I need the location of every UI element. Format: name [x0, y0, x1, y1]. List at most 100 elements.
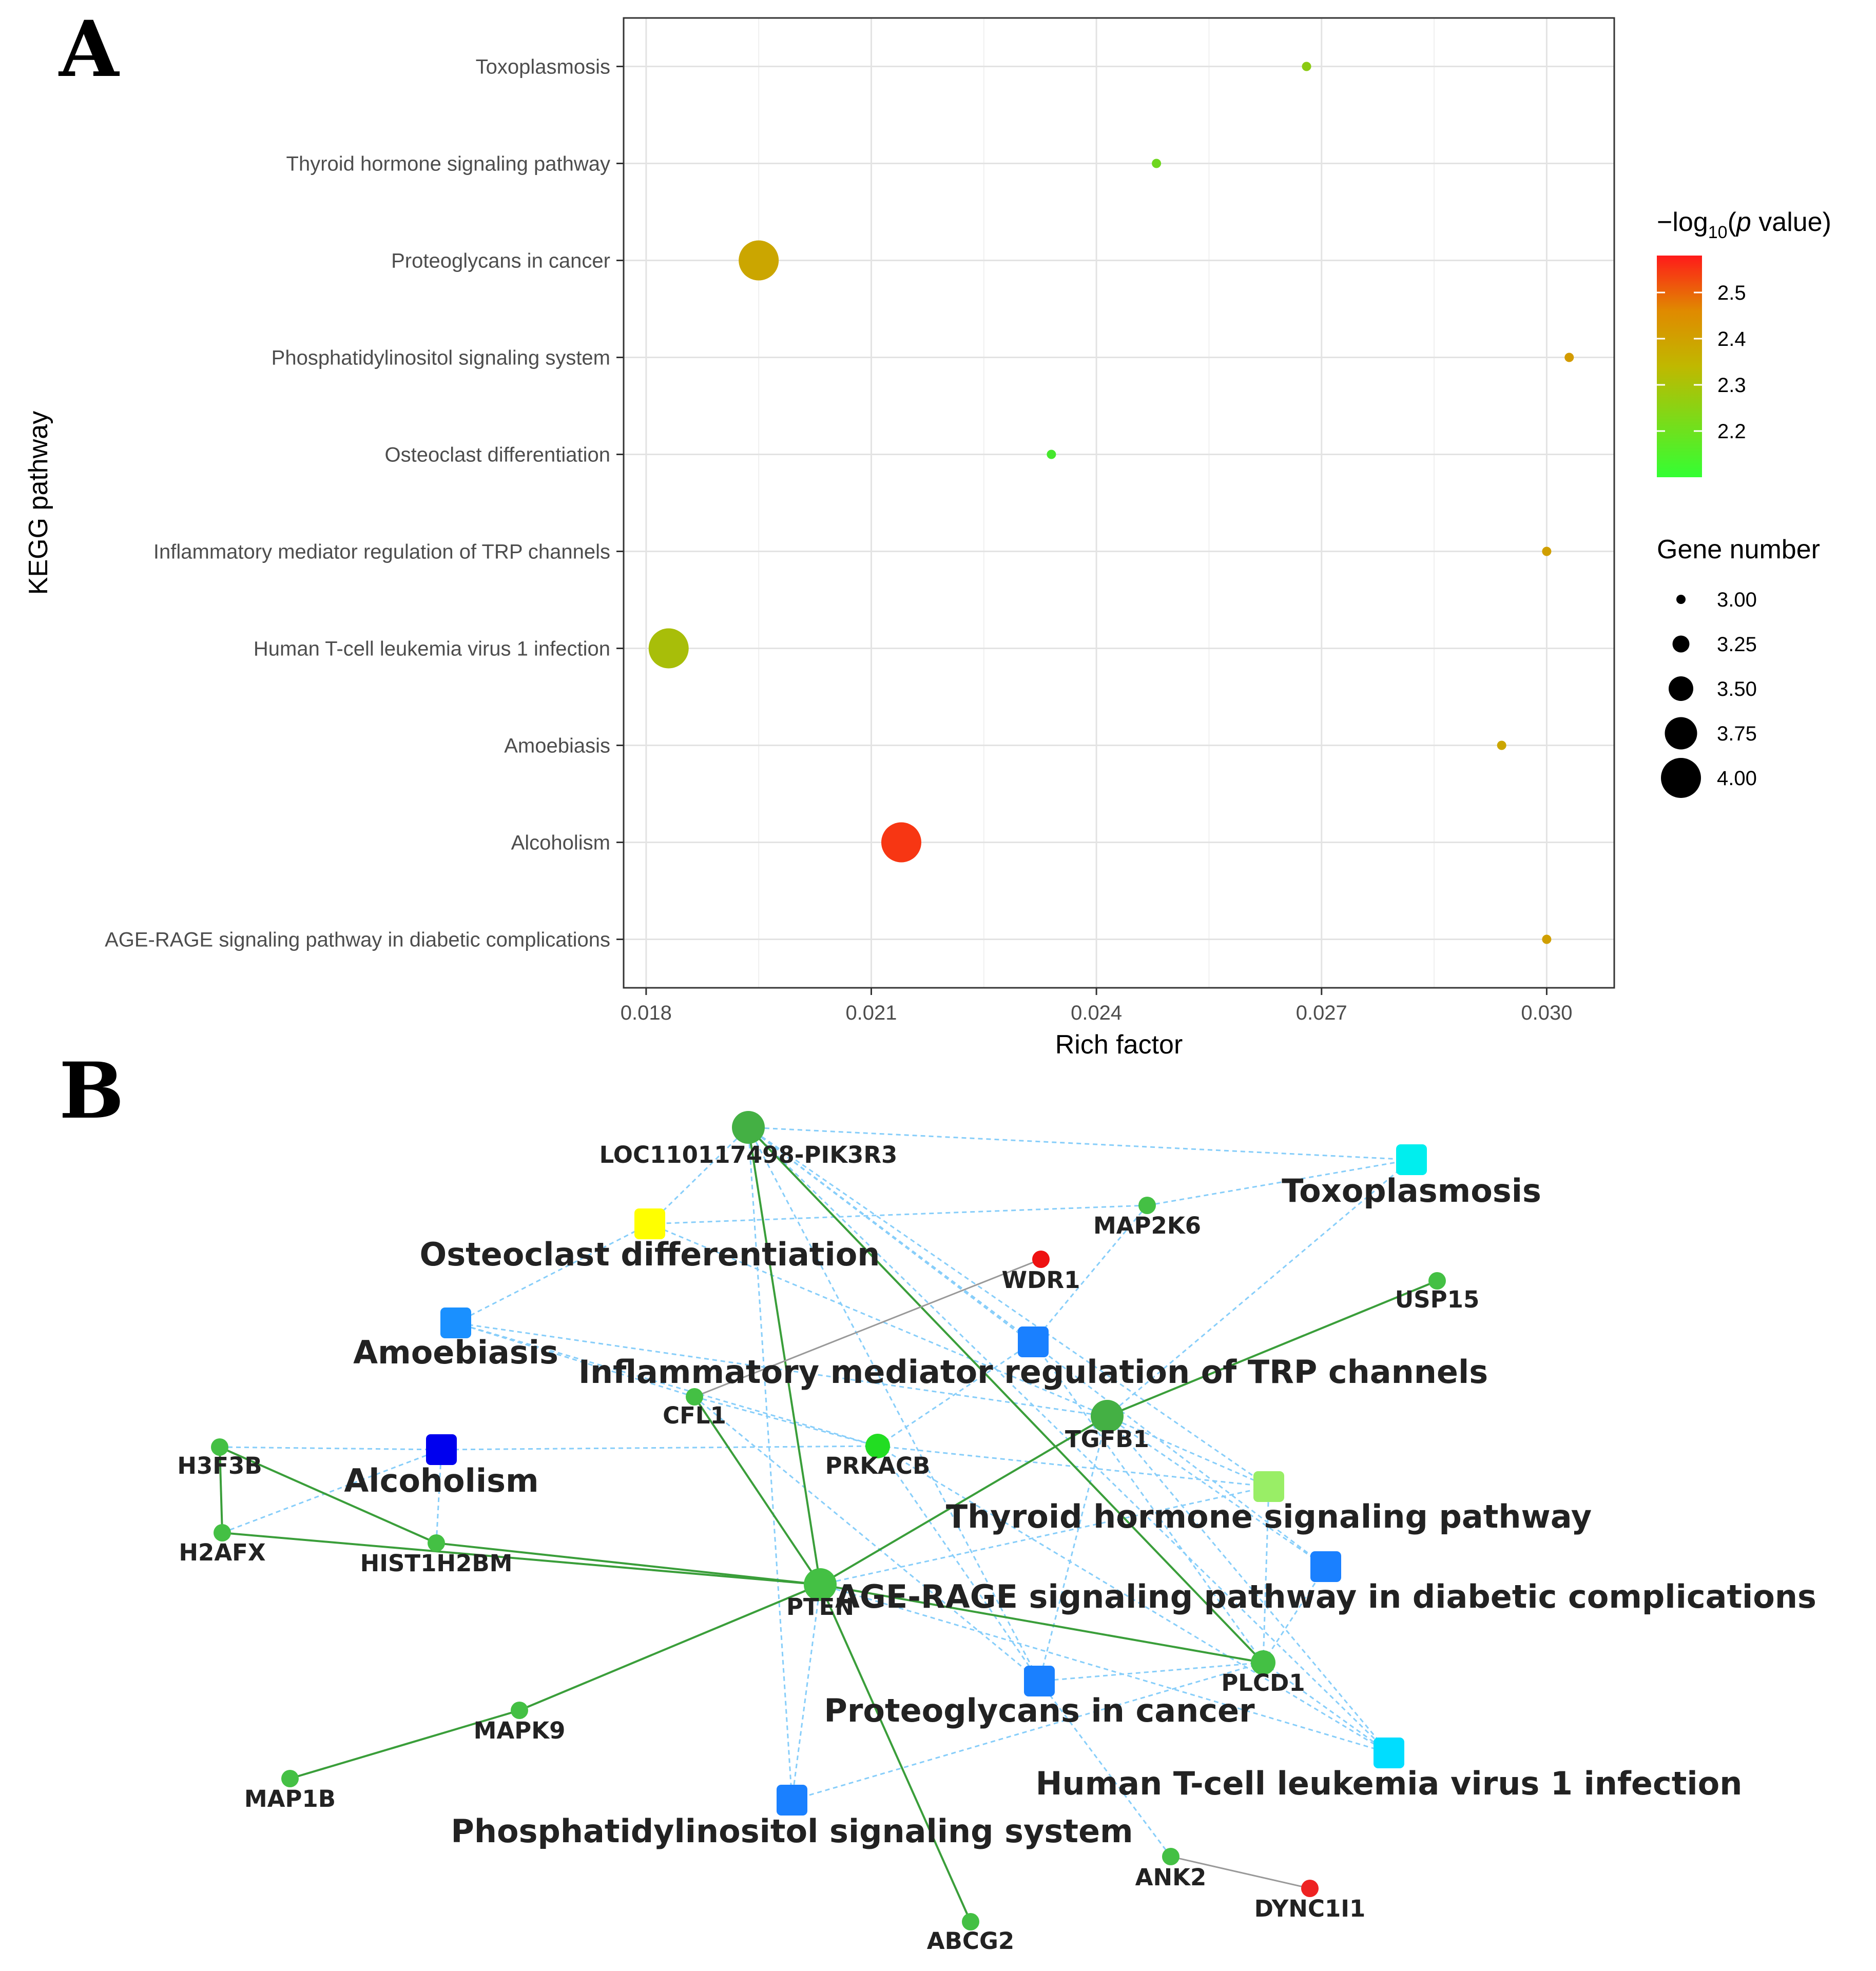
y-tick-label-amoebiasis: Amoebiasis — [504, 735, 610, 757]
edge-prkacb-htlv — [877, 1445, 1389, 1754]
gene-node-h2afx — [214, 1524, 231, 1541]
pathway-label-inflammatory-mediator-regulation-of-trp-channels: Inflammatory mediator regulation of TRP … — [578, 1353, 1488, 1391]
legend: −log10(p value) 2.5 2.4 2.3 2.2 Gene number… — [1657, 207, 1831, 798]
y-tick-label-phosphatidylinositol-signaling-system: Phosphatidylinositol signaling system — [272, 347, 610, 369]
gene-label-pten: PTEN — [786, 1593, 854, 1621]
point-thyroid-hormone-signaling-pathway — [1152, 159, 1162, 168]
edge-pten-plcd1 — [820, 1584, 1264, 1664]
edge-prkacb-proteo — [877, 1446, 1040, 1682]
edge-pten-hist1h2bm — [436, 1542, 821, 1586]
gene-label-mapk9: MAPK9 — [474, 1717, 566, 1744]
pathway-node-phosphatidylinositol-signaling-system — [777, 1785, 807, 1816]
gene-node-mapk9 — [511, 1702, 528, 1719]
panel-a-chart: AGE-RAGE signaling pathway in diabetic c… — [24, 17, 1831, 1060]
edge-prkacb-alco — [441, 1445, 878, 1451]
size-legend-label: 3.00 — [1717, 589, 1757, 611]
gene-node-abcg2 — [962, 1913, 979, 1930]
point-toxoplasmosis — [1302, 62, 1311, 71]
point-osteoclast-differentiation — [1047, 450, 1056, 459]
edge-tgfb1-age — [1107, 1415, 1326, 1568]
point-phosphatidylinositol-signaling-system — [1564, 353, 1574, 362]
panel-b-label: B — [59, 1046, 124, 1136]
pathway-node-amoebiasis — [440, 1308, 471, 1338]
gene-label-tgfb1: TGFB1 — [1065, 1426, 1149, 1453]
gene-label-plcd1: PLCD1 — [1221, 1669, 1305, 1696]
pathway-node-osteoclast-differentiation — [634, 1208, 665, 1239]
gene-node-usp15 — [1428, 1272, 1446, 1290]
pathway-label-age-rage-signaling-pathway-in-diabetic-complications: AGE-RAGE signaling pathway in diabetic c… — [835, 1578, 1816, 1615]
gene-label-cfl1: CFL1 — [663, 1402, 726, 1429]
edge-cfl1-prkacb — [694, 1396, 878, 1447]
edge-plcd1-age — [1262, 1566, 1327, 1663]
color-tick-label: 2.3 — [1717, 374, 1746, 397]
edge-mapk9-map1b — [289, 1709, 520, 1780]
point-alcoholism — [881, 822, 921, 863]
pathway-label-human-t-cell-leukemia-virus-1-infection: Human T-cell leukemia virus 1 infection — [1036, 1765, 1743, 1802]
gene-label-wdr1: WDR1 — [1002, 1266, 1080, 1294]
plot-border — [623, 17, 1615, 989]
gene-label-hist1h2bm: HIST1H2BM — [360, 1550, 513, 1577]
gene-label-abcg2: ABCG2 — [927, 1927, 1014, 1955]
gene-node-dync1i1 — [1301, 1880, 1319, 1897]
edge-pik3r3-plcd1 — [747, 1126, 1264, 1664]
edge-pik3r3-proteo — [747, 1127, 1040, 1682]
edge-tgfb1-pten — [819, 1415, 1108, 1586]
pathway-node-toxoplasmosis — [1396, 1144, 1427, 1175]
gene-label-loc110117498-pik3r3: LOC110117498-PIK3R3 — [599, 1141, 898, 1168]
gene-node-ank2 — [1162, 1848, 1179, 1865]
gene-node-cfl1 — [686, 1388, 703, 1406]
edge-pik3r3-toxo — [748, 1126, 1412, 1161]
edge-pik3r3-pten — [747, 1127, 821, 1585]
edge-ank2-dync1i1 — [1170, 1856, 1310, 1889]
pathway-label-osteoclast-differentiation: Osteoclast differentiation — [420, 1236, 880, 1273]
edge-amoe-osteo — [455, 1223, 650, 1324]
y-axis-title: KEGG pathway — [24, 411, 53, 595]
size-legend-title: Gene number — [1657, 535, 1820, 564]
x-tick-label: 0.018 — [621, 1002, 672, 1024]
edge-h3f3b-h2afx — [219, 1447, 223, 1533]
edge-hist1h2bm-alco — [435, 1449, 442, 1544]
pathway-node-inflammatory-mediator-regulation-of-trp-channels — [1018, 1326, 1049, 1357]
size-legend: 3.00 3.25 3.50 3.75 4.00 — [1661, 589, 1757, 798]
color-bar — [1657, 256, 1702, 477]
point-proteoglycans-in-cancer — [739, 240, 779, 281]
gene-node-wdr1 — [1032, 1251, 1050, 1268]
x-tick-labels: 0.018 0.021 0.024 0.027 0.030 — [621, 988, 1572, 1024]
size-legend-dot — [1672, 635, 1690, 653]
edge-pten-abcg2 — [819, 1584, 972, 1922]
gridlines — [624, 18, 1614, 988]
edge-plcd1-proteo — [1039, 1662, 1264, 1682]
point-inflammatory-mediator-regulation-of-trp-channels — [1542, 547, 1552, 556]
edge-pik3r3-osteo — [649, 1126, 749, 1225]
edge-pten-htlv — [820, 1584, 1389, 1754]
size-legend-dot — [1661, 758, 1701, 798]
edge-pten-mapk9 — [519, 1584, 821, 1711]
gene-label-h3f3b: H3F3B — [177, 1452, 262, 1479]
y-tick-label-age-rage-signaling-pathway-in-diabetic-complications: AGE-RAGE signaling pathway in diabetic c… — [105, 929, 610, 951]
edge-pten-h2afx — [222, 1532, 821, 1586]
pathway-node-human-t-cell-leukemia-virus-1-infection — [1374, 1738, 1404, 1768]
gene-node-map2k6 — [1138, 1197, 1156, 1214]
gene-label-prkacb: PRKACB — [825, 1452, 931, 1479]
size-legend-label: 3.50 — [1717, 678, 1757, 700]
edge-wdr1-cfl1 — [694, 1258, 1041, 1398]
edge-plcd1-htlv — [1263, 1662, 1389, 1754]
y-tick-label-osteoclast-differentiation: Osteoclast differentiation — [384, 444, 610, 466]
edge-tgfb1-osteo — [649, 1223, 1108, 1417]
pathway-label-proteoglycans-in-cancer: Proteoglycans in cancer — [824, 1692, 1255, 1729]
pathway-label-thyroid-hormone-signaling-pathway: Thyroid hormone signaling pathway — [946, 1498, 1592, 1535]
size-legend-label: 4.00 — [1717, 767, 1757, 790]
panel-a-label: A — [58, 4, 120, 94]
edge-prkacb-trp — [877, 1341, 1034, 1447]
gene-node-loc110117498-pik3r3 — [732, 1111, 765, 1144]
edge-pten-thyroid — [820, 1486, 1269, 1586]
size-legend-label: 3.25 — [1717, 633, 1757, 656]
color-legend-title: −log10(p value) — [1657, 207, 1831, 242]
edge-h3f3b-hist1h2bm — [219, 1446, 437, 1544]
edge-tgfb1-proteo — [1038, 1416, 1108, 1682]
y-tick-label-human-t-cell-leukemia-virus-1-infection: Human T-cell leukemia virus 1 infection — [254, 638, 610, 660]
color-tick-label: 2.5 — [1717, 282, 1746, 304]
y-tick-label-toxoplasmosis: Toxoplasmosis — [476, 56, 610, 79]
edge-h3f3b-alco — [219, 1446, 442, 1451]
